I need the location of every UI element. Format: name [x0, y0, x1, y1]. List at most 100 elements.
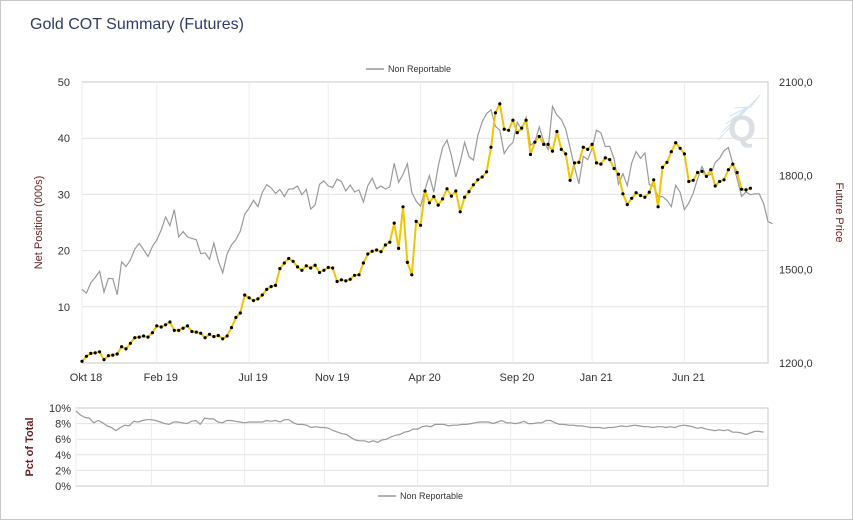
sub-legend-label: Non Reportable: [400, 491, 463, 501]
data-point: [652, 178, 656, 182]
data-point: [507, 128, 511, 132]
data-point: [282, 261, 286, 265]
data-point: [348, 277, 352, 281]
data-point: [128, 341, 132, 345]
data-point: [599, 162, 603, 166]
data-point: [353, 273, 357, 277]
data-point: [511, 118, 515, 122]
sub-y-tick-label: 6%: [55, 434, 71, 446]
data-point: [120, 345, 124, 349]
data-point: [559, 147, 563, 151]
data-point: [379, 250, 383, 254]
data-point: [388, 240, 392, 244]
data-point: [207, 332, 212, 336]
data-point: [313, 263, 317, 267]
data-point: [638, 193, 643, 198]
data-point: [260, 293, 264, 297]
y-tick-label: 50: [58, 77, 70, 89]
sub-series-line-non-reportable: [75, 410, 764, 443]
data-point: [238, 311, 242, 315]
data-point: [700, 169, 704, 173]
data-point: [603, 156, 607, 160]
data-point: [172, 328, 176, 332]
data-point: [471, 183, 475, 187]
data-point: [300, 268, 304, 272]
data-point: [537, 134, 541, 139]
data-point: [335, 279, 339, 284]
y-tick-label: 20: [58, 246, 70, 258]
data-point: [383, 243, 387, 247]
x-tick-label: Jan 21: [580, 372, 613, 384]
data-point: [445, 187, 449, 191]
data-point: [295, 265, 300, 269]
sub-y-tick-label: 10%: [49, 403, 71, 415]
data-point: [449, 194, 453, 198]
data-point: [713, 184, 717, 188]
y-axis-title: Net Position (000s): [33, 176, 45, 270]
data-point: [740, 187, 744, 191]
data-point: [458, 210, 462, 214]
x-tick-label: Nov 19: [315, 372, 350, 384]
data-point: [339, 278, 343, 282]
data-point: [590, 142, 594, 146]
data-point: [89, 351, 93, 355]
data-point: [80, 359, 84, 363]
data-point: [687, 179, 691, 184]
data-point: [502, 127, 506, 131]
data-point: [656, 205, 660, 209]
data-point: [150, 331, 154, 335]
data-point: [256, 297, 260, 301]
data-point: [572, 161, 577, 165]
data-point: [168, 320, 172, 324]
data-point: [247, 296, 251, 300]
data-point: [98, 350, 102, 354]
data-point: [273, 283, 278, 287]
data-point: [194, 330, 198, 334]
data-point: [155, 324, 159, 328]
data-point: [630, 196, 634, 200]
data-point: [159, 325, 163, 329]
data-point: [524, 118, 528, 122]
data-point: [674, 141, 678, 145]
data-point: [691, 178, 695, 182]
data-point: [142, 334, 146, 338]
data-point: [485, 170, 489, 174]
data-point: [647, 190, 651, 194]
data-point: [375, 248, 379, 252]
data-point: [278, 267, 282, 271]
data-point: [304, 264, 308, 268]
data-point: [735, 170, 739, 175]
data-point: [533, 140, 537, 144]
data-point: [212, 335, 216, 339]
data-point: [550, 149, 555, 153]
data-point: [608, 158, 612, 162]
sub-y-tick-label: 0%: [55, 481, 71, 493]
data-point: [317, 270, 322, 275]
watermark-letter: Q: [728, 108, 756, 149]
data-point: [93, 351, 97, 355]
data-point: [137, 335, 141, 339]
data-point: [634, 191, 638, 195]
data-point: [102, 358, 106, 362]
y2-axis-title: Future Price: [833, 183, 845, 243]
sub-y-axis-title: Pct of Total: [24, 417, 36, 476]
data-point: [410, 273, 414, 277]
watermark-stripe: [721, 97, 759, 133]
data-point: [225, 334, 229, 338]
data-point: [665, 160, 669, 164]
data-point: [124, 347, 128, 351]
data-point: [331, 266, 335, 270]
data-point: [616, 172, 621, 176]
data-point: [528, 152, 533, 157]
data-point: [146, 335, 150, 339]
y-tick-label: 40: [58, 133, 70, 145]
data-point: [181, 326, 185, 330]
data-point: [344, 279, 348, 283]
data-point: [520, 126, 524, 130]
data-point: [586, 147, 590, 151]
data-point: [401, 205, 405, 209]
data-point: [405, 260, 409, 264]
data-point: [678, 146, 682, 150]
data-point: [476, 178, 480, 182]
data-point: [326, 265, 330, 270]
